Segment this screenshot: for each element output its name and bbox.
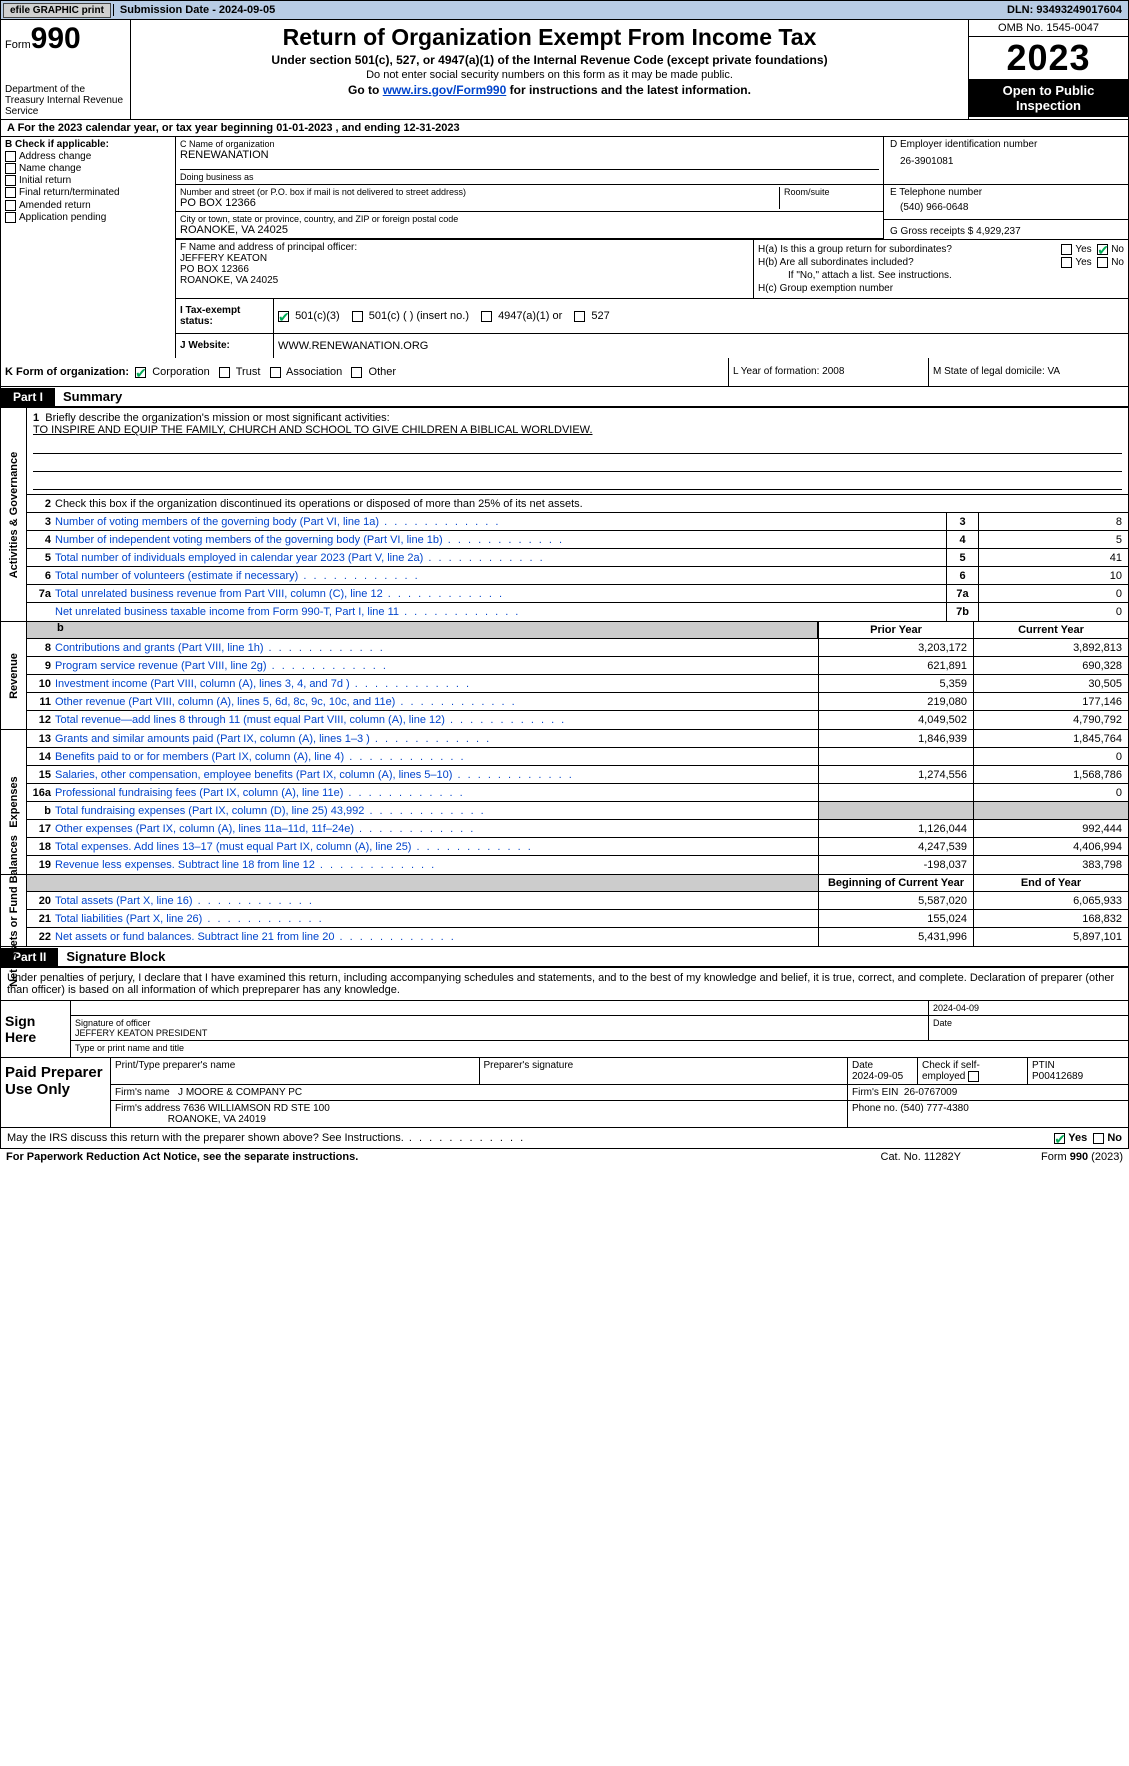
summary-revenue: Revenue bPrior YearCurrent Year 8Contrib… <box>0 622 1129 730</box>
may-discuss-row: May the IRS discuss this return with the… <box>0 1128 1129 1149</box>
klm-row: K Form of organization: Corporation Trus… <box>0 358 1129 387</box>
sign-here-block: Sign Here 2024-04-09 Signature of office… <box>0 1001 1129 1058</box>
ptin: P00412689 <box>1032 1071 1124 1082</box>
org-name: RENEWANATION <box>180 149 879 161</box>
entity-info-grid: B Check if applicable: Address change Na… <box>0 137 1129 358</box>
year-formation: L Year of formation: 2008 <box>728 358 928 386</box>
firm-name: J MOORE & COMPANY PC <box>178 1087 302 1098</box>
topbar: efile GRAPHIC print Submission Date - 20… <box>0 0 1129 20</box>
tax-year: 2023 <box>969 37 1128 79</box>
efile-graphic-btn[interactable]: efile GRAPHIC print <box>3 3 111 18</box>
officer-name: JEFFERY KEATON PRESIDENT <box>75 1028 924 1038</box>
website-row: J Website: WWW.RENEWANATION.ORG <box>176 334 1128 358</box>
city-state-zip: ROANOKE, VA 24025 <box>180 224 879 236</box>
mission-text: TO INSPIRE AND EQUIP THE FAMILY, CHURCH … <box>33 424 1122 436</box>
section-h: H(a) Is this a group return for subordin… <box>753 240 1128 298</box>
tax-year-range: A For the 2023 calendar year, or tax yea… <box>0 120 1129 137</box>
paid-preparer-block: Paid Preparer Use Only Print/Type prepar… <box>0 1058 1129 1128</box>
dln: DLN: 93493249017604 <box>1001 4 1128 16</box>
section-d: D Employer identification number 26-3901… <box>883 137 1128 185</box>
website-url: WWW.RENEWANATION.ORG <box>274 334 1128 358</box>
section-b: B Check if applicable: Address change Na… <box>1 137 176 358</box>
gross-receipts: G Gross receipts $ 4,929,237 <box>890 226 1122 237</box>
firm-ein: 26-0767009 <box>904 1087 957 1098</box>
phone: (540) 966-0648 <box>890 202 1122 213</box>
signature-intro: Under penalties of perjury, I declare th… <box>0 968 1129 1001</box>
form-header: Form990 Department of the Treasury Inter… <box>0 20 1129 120</box>
omb-number: OMB No. 1545-0047 <box>969 20 1128 37</box>
open-to-public: Open to Public Inspection <box>969 79 1128 117</box>
section-f: F Name and address of principal officer:… <box>176 240 753 298</box>
summary-expenses: Expenses 13Grants and similar amounts pa… <box>0 730 1129 875</box>
ein: 26-3901081 <box>890 150 1122 167</box>
tax-exempt-status: I Tax-exempt status: 501(c)(3) 501(c) ( … <box>176 299 1128 334</box>
part1-hdr: Part I <box>1 388 55 406</box>
summary-governance: Activities & Governance 1 Briefly descri… <box>0 408 1129 622</box>
form-title: Return of Organization Exempt From Incom… <box>135 24 964 51</box>
summary-netassets: Net Assets or Fund Balances Beginning of… <box>0 875 1129 947</box>
form990-link[interactable]: www.irs.gov/Form990 <box>383 83 507 97</box>
submission-date: Submission Date - 2024-09-05 <box>113 4 281 16</box>
street-address: PO BOX 12366 <box>180 197 779 209</box>
page-footer: For Paperwork Reduction Act Notice, see … <box>0 1149 1129 1165</box>
firm-phone: (540) 777-4380 <box>900 1103 968 1114</box>
state-domicile: M State of legal domicile: VA <box>928 358 1128 386</box>
